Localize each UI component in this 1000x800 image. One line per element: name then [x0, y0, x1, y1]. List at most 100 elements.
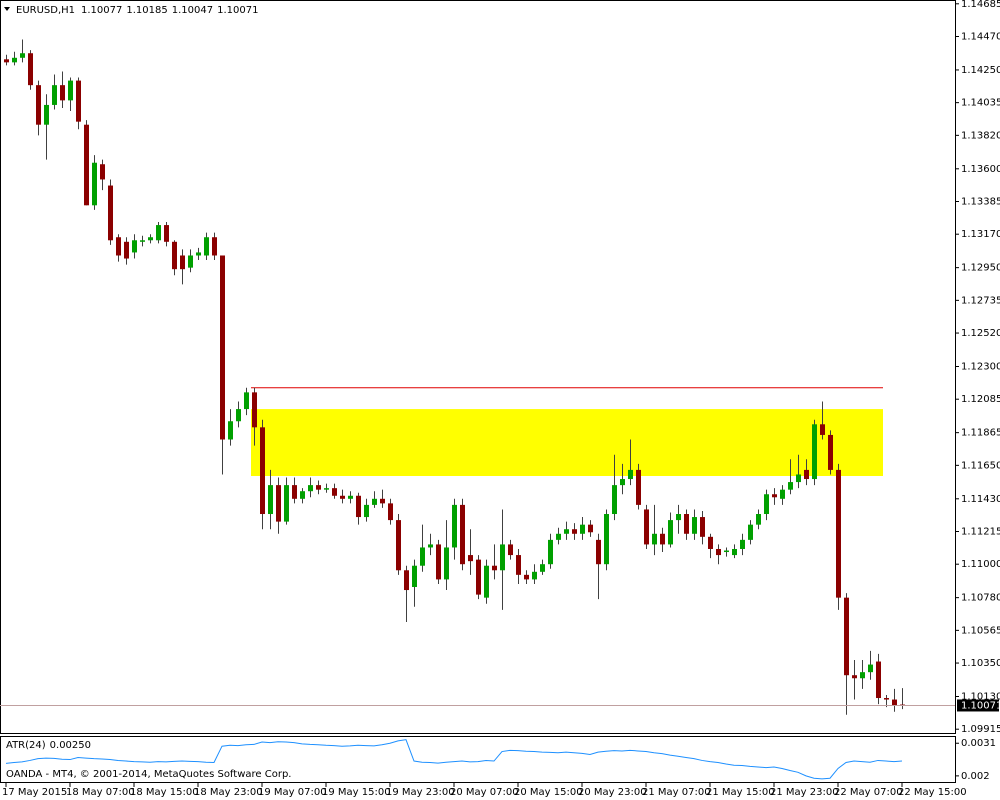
candle-body — [532, 571, 537, 580]
candle-body — [612, 485, 617, 515]
candle-body — [540, 564, 545, 572]
x-tick-label: 17 May 2015 — [2, 787, 67, 798]
candle-body — [572, 529, 577, 534]
candle-body — [260, 427, 265, 515]
candle-body — [700, 517, 705, 537]
y-tick-label: 1.09915 — [961, 724, 1000, 735]
candle-body — [492, 565, 497, 571]
x-tick-label: 20 May 23:00 — [578, 787, 647, 798]
x-tick-label: 18 May 07:00 — [66, 787, 135, 798]
x-tick-label: 21 May 07:00 — [642, 787, 711, 798]
y-tick-label: 1.10780 — [961, 593, 1000, 604]
candle-body — [852, 675, 857, 679]
candle-body — [796, 474, 801, 483]
y-tick-label: 1.12520 — [961, 328, 1000, 339]
candle-body — [500, 544, 505, 571]
candle-body — [692, 517, 697, 534]
candle-body — [484, 565, 489, 598]
candle-body — [428, 544, 433, 548]
y-tick-label: 1.13820 — [961, 130, 1000, 141]
candle-body — [244, 392, 249, 410]
candle-body — [276, 485, 281, 522]
candle-body — [284, 485, 289, 522]
y-tick-label: 1.12300 — [961, 362, 1000, 373]
candle-body — [660, 533, 665, 545]
candle-body — [788, 482, 793, 490]
candle-body — [556, 533, 561, 540]
candle-body — [124, 241, 129, 259]
x-tick-label: 18 May 23:00 — [194, 787, 263, 798]
y-tick-label: 1.12950 — [961, 263, 1000, 274]
candle-body — [156, 225, 161, 241]
current-price-box — [957, 699, 999, 712]
candle-body — [108, 185, 113, 241]
candle-body — [844, 597, 849, 676]
y-tick-label: 1.11430 — [961, 494, 1000, 505]
candle-body — [372, 498, 377, 505]
candle-body — [812, 424, 817, 480]
y-tick-label: 1.14035 — [961, 98, 1000, 109]
candle-body — [644, 509, 649, 545]
x-tick-label: 22 May 07:00 — [834, 787, 903, 798]
candle-body — [228, 421, 233, 440]
candle-body — [236, 409, 241, 422]
indicator-name: ATR(24) — [6, 740, 46, 751]
candle-body — [188, 255, 193, 268]
candle-body — [892, 699, 897, 706]
candle-body — [180, 255, 185, 270]
menu-arrow — [4, 7, 10, 11]
main-panel-frame — [0, 0, 956, 734]
y-tick-label: 1.11000 — [961, 559, 1000, 570]
chart-header: EURUSD,H1 1.10077 1.10185 1.10047 1.10071 — [16, 5, 258, 16]
x-tick-label: 22 May 15:00 — [898, 787, 967, 798]
y-tick-label: 1.11865 — [961, 428, 1000, 439]
candle-body — [468, 555, 473, 562]
y-tick-label: 1.12735 — [961, 295, 1000, 306]
header-low: 1.10047 — [172, 5, 213, 16]
candle-body — [348, 495, 353, 499]
candle-body — [148, 237, 153, 241]
candle-body — [164, 225, 169, 242]
candle-body — [508, 544, 513, 556]
candle-body — [724, 550, 729, 553]
y-tick-label: 1.10350 — [961, 658, 1000, 669]
y-tick-label: 1.12085 — [961, 394, 1000, 405]
y-tick-label: 1.10130 — [961, 692, 1000, 703]
candle-body — [876, 661, 881, 699]
candle-body — [548, 539, 553, 565]
candle-body — [300, 491, 305, 499]
current-price-label: 1.10071 — [961, 700, 1000, 711]
candle-body — [44, 104, 49, 125]
header-close: 1.10071 — [217, 5, 258, 16]
candle-body — [748, 524, 753, 540]
candle-body — [836, 469, 841, 598]
candle-body — [588, 524, 593, 533]
candle-body — [140, 240, 145, 242]
candle-body — [732, 548, 737, 556]
supply-zone — [251, 409, 883, 476]
candle-body — [28, 53, 33, 86]
indicator-current: 0.00250 — [50, 740, 91, 751]
candle-body — [820, 424, 825, 435]
candle-body — [100, 164, 105, 180]
x-tick-label: 21 May 15:00 — [706, 787, 775, 798]
header-open: 1.10077 — [81, 5, 122, 16]
indicator-y-tick-label: 0.0031 — [961, 738, 996, 749]
candle-body — [196, 252, 201, 256]
indicator-label: ATR(24) 0.00250 — [6, 740, 91, 751]
candle-body — [4, 59, 9, 63]
y-tick-label: 1.13170 — [961, 229, 1000, 240]
candle-body — [708, 536, 713, 549]
candle-body — [652, 533, 657, 545]
candle-body — [580, 524, 585, 534]
candle-body — [68, 80, 73, 101]
x-tick-label: 19 May 15:00 — [322, 787, 391, 798]
candle-body — [884, 698, 889, 700]
candle-body — [212, 237, 217, 256]
candle-body — [684, 514, 689, 534]
y-tick-label: 1.14470 — [961, 31, 1000, 42]
candle-body — [172, 241, 177, 270]
candle-body — [412, 565, 417, 588]
candle-body — [460, 504, 465, 565]
